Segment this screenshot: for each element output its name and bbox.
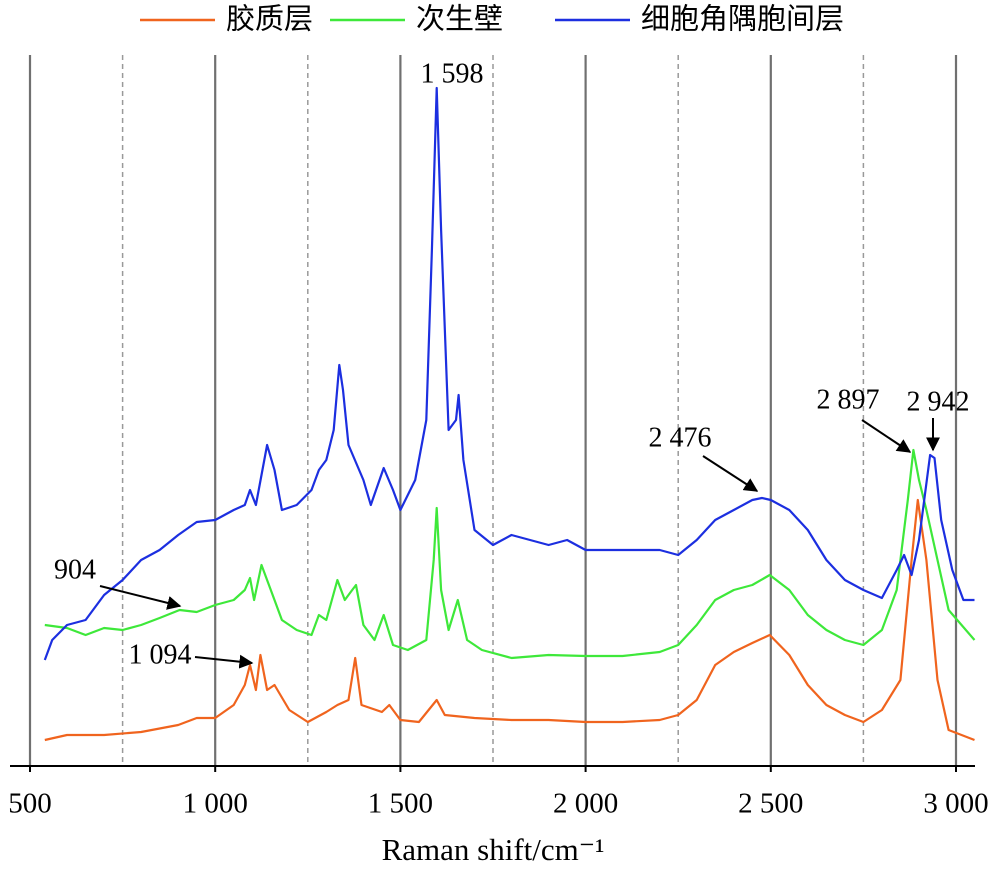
- x-tick-label: 500: [8, 788, 52, 820]
- annotation: 2 476: [649, 422, 712, 453]
- series-line: [44, 498, 975, 742]
- annotation-arrow: [702, 455, 759, 492]
- x-tick-label: 1 500: [368, 788, 433, 820]
- x-tick-label: 2 500: [738, 788, 803, 820]
- x-tick-label: 3 000: [923, 788, 988, 820]
- annotation: 1 598: [421, 58, 484, 89]
- series-line: [43, 86, 975, 661]
- x-axis-label: Raman shift/cm⁻¹: [382, 832, 605, 867]
- annotation: 904: [54, 554, 96, 585]
- annotation: 2 897: [817, 384, 880, 415]
- x-tick-label: 1 000: [183, 788, 248, 820]
- legend-label: 次生壁: [416, 3, 503, 36]
- annotation: 2 942: [907, 386, 970, 417]
- annotation-arrow: [99, 585, 182, 610]
- annotation-arrow: [861, 419, 912, 453]
- annotation: 1 094: [129, 639, 192, 670]
- series-line: [44, 448, 976, 660]
- legend-label: 细胞角隅胞间层: [641, 3, 844, 36]
- annotation-arrow: [194, 654, 254, 669]
- x-tick-label: 2 000: [553, 788, 618, 820]
- legend-label: 胶质层: [226, 3, 313, 36]
